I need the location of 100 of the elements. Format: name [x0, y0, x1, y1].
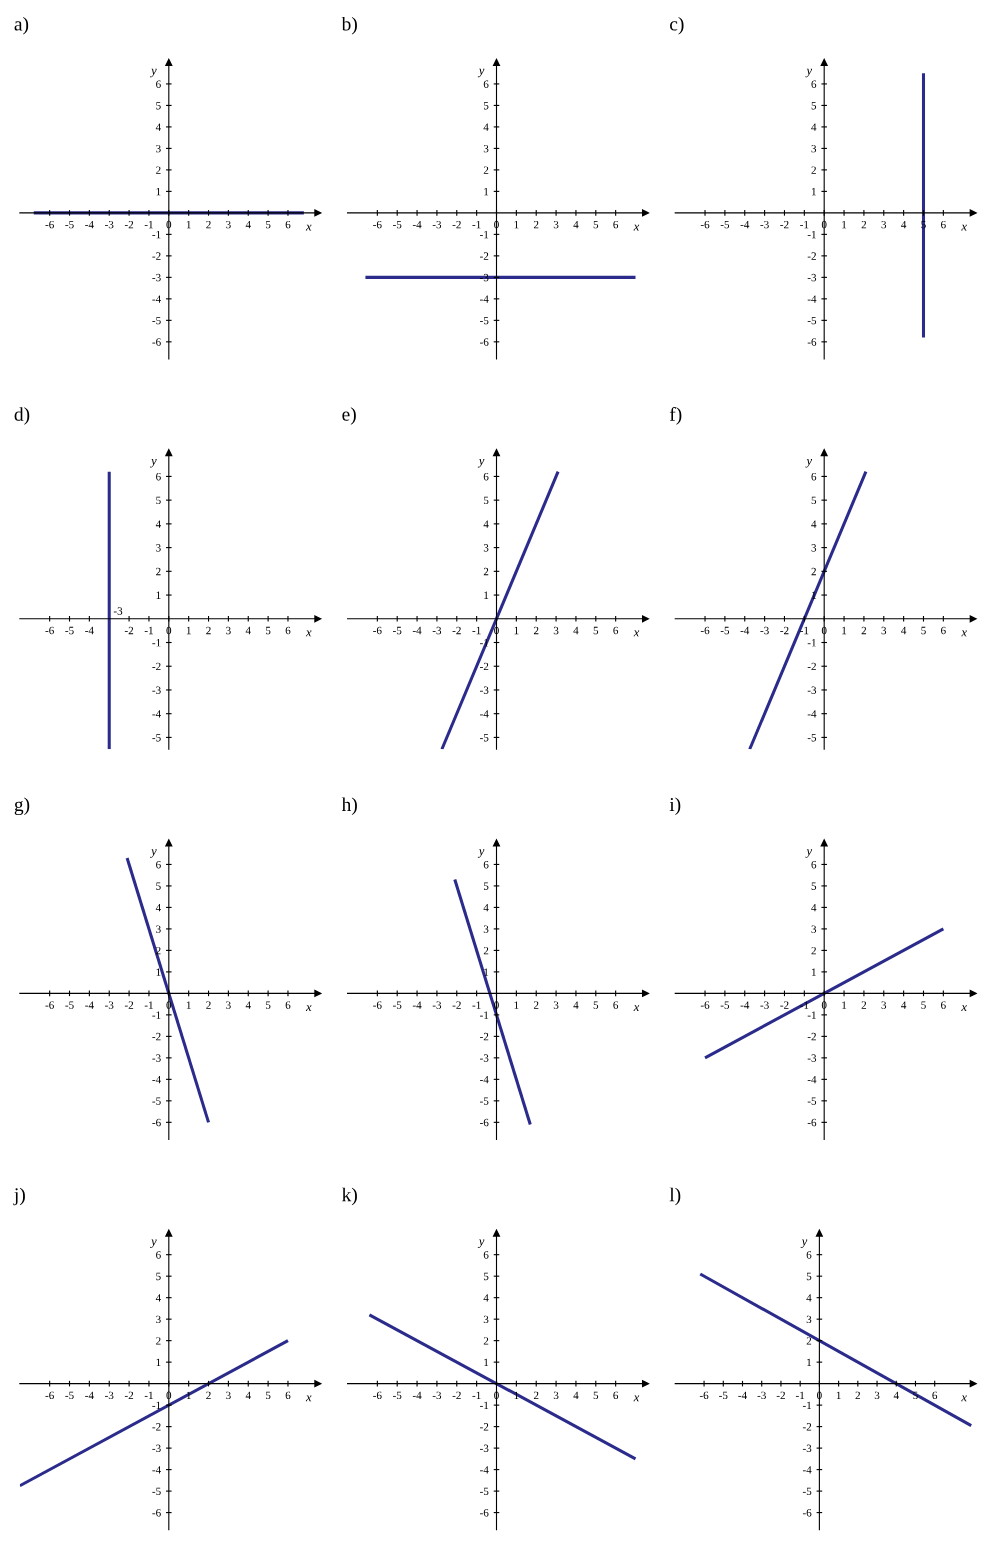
x-tick-label: -1: [472, 1391, 481, 1399]
x-tick-label: -5: [65, 1001, 74, 1009]
y-tick-label: -3: [152, 1444, 161, 1453]
x-tick-label: 1: [186, 220, 191, 229]
x-tick-label: 5: [265, 220, 271, 229]
x-tick-label: -6: [45, 220, 54, 229]
y-tick-label: 6: [483, 860, 489, 869]
y-tick-label: 3: [806, 1315, 812, 1324]
y-tick-label: -2: [152, 1423, 161, 1431]
y-tick-label: 3: [811, 925, 817, 933]
y-tick-label: -3: [480, 1444, 489, 1453]
y-tick-label: -5: [480, 1097, 489, 1105]
y-tick-label: -5: [480, 734, 489, 742]
y-tick-label: -2: [807, 252, 816, 260]
y-tick-label: 3: [156, 925, 161, 933]
y-tick-label: 2: [483, 166, 489, 174]
y-tick-label: 6: [806, 1251, 812, 1259]
x-tick-label: 6: [613, 220, 619, 229]
x-axis-title: x: [633, 224, 640, 231]
x-tick-label: 1: [842, 626, 847, 635]
x-tick-label: -6: [700, 626, 710, 635]
y-tick-label: -3: [152, 1054, 161, 1062]
chart-title: c): [670, 16, 684, 35]
x-tick-label: 1: [514, 1001, 519, 1009]
x-tick-label: 0: [821, 220, 827, 229]
y-axis-title: y: [150, 68, 157, 78]
x-tick-label: 4: [901, 220, 907, 229]
x-tick-label: 4: [893, 1391, 899, 1399]
y-tick-label: 5: [811, 882, 817, 890]
y-tick-label: 2: [811, 946, 816, 955]
chart-title: i): [669, 797, 681, 816]
y-tick-label: 4: [155, 123, 161, 131]
y-tick-label: -4: [807, 710, 817, 718]
y-tick-label: 4: [806, 1294, 812, 1302]
y-axis-title: y: [805, 68, 813, 78]
y-tick-label: 3: [156, 144, 161, 153]
y-tick-label: 3: [156, 544, 161, 552]
y-tick-label: 4: [811, 123, 817, 131]
y-tick-label: -4: [480, 295, 489, 303]
chart-title: j): [13, 1187, 25, 1206]
x-tick-label: 0: [494, 1391, 499, 1400]
x-tick-label: -4: [740, 220, 750, 229]
x-tick-label: -2: [124, 626, 134, 635]
x-tick-label: -2: [124, 220, 134, 229]
x-axis-title: x: [305, 1005, 312, 1011]
y-tick-label: 2: [156, 567, 161, 576]
y-axis-title: y: [150, 459, 157, 468]
x-tick-label: -4: [412, 1001, 422, 1009]
y-tick-label: 4: [483, 1294, 489, 1302]
y-tick-label: -6: [480, 338, 489, 346]
y-tick-label: 2: [483, 1337, 489, 1345]
y-tick-label: 1: [156, 1358, 161, 1366]
annotation: -3: [113, 607, 123, 615]
y-tick-label: -2: [152, 252, 161, 260]
x-tick-label: 5: [921, 1001, 926, 1009]
y-tick-label: 5: [156, 496, 161, 505]
x-tick-label: 2: [861, 626, 867, 635]
x-tick-label: 0: [821, 626, 827, 635]
y-tick-label: 4: [483, 520, 489, 528]
x-tick-label: -2: [452, 1391, 461, 1399]
y-tick-label: 1: [811, 968, 816, 976]
x-tick-label: 6: [613, 1001, 619, 1009]
x-tick-label: 1: [514, 220, 519, 229]
x-tick-label: -1: [144, 220, 153, 229]
y-tick-label: 6: [156, 472, 161, 481]
y-axis-title: y: [477, 1239, 485, 1249]
y-tick-label: 5: [483, 496, 489, 505]
y-tick-label: 5: [811, 102, 817, 110]
y-tick-label: -2: [807, 1032, 816, 1041]
y-tick-label: -3: [480, 1054, 489, 1062]
x-tick-label: 0: [166, 1391, 172, 1400]
y-tick-label: 4: [155, 903, 161, 912]
y-tick-label: -2: [480, 252, 489, 260]
x-tick-label: 4: [573, 1391, 579, 1399]
y-tick-label: -1: [152, 230, 161, 239]
y-tick-label: -5: [152, 316, 161, 325]
x-tick-label: -6: [373, 626, 382, 635]
y-axis-title: y: [150, 849, 157, 858]
y-tick-label: 6: [811, 80, 817, 88]
x-tick-label: -3: [105, 1001, 114, 1009]
x-tick-label: -3: [432, 220, 442, 229]
x-tick-label: -5: [65, 220, 74, 229]
x-tick-label: -4: [412, 1391, 422, 1399]
x-tick-label: -1: [472, 626, 481, 635]
y-tick-label: -5: [480, 316, 489, 325]
x-tick-label: 5: [265, 1391, 271, 1400]
x-axis-title: x: [633, 1005, 640, 1011]
y-tick-label: -1: [152, 1401, 161, 1409]
y-tick-label: 2: [811, 567, 816, 576]
x-tick-label: -3: [105, 1391, 114, 1400]
y-tick-label: 5: [156, 1272, 161, 1281]
x-axis-title: x: [305, 630, 312, 637]
y-tick-label: -4: [152, 295, 161, 303]
x-tick-label: -2: [452, 220, 461, 229]
x-tick-label: -4: [740, 626, 750, 635]
y-tick-label: -1: [152, 639, 161, 647]
chart-title: b): [341, 16, 357, 35]
y-tick-label: -5: [807, 316, 817, 325]
y-tick-label: 2: [483, 946, 489, 955]
x-tick-label: 4: [901, 1001, 907, 1009]
